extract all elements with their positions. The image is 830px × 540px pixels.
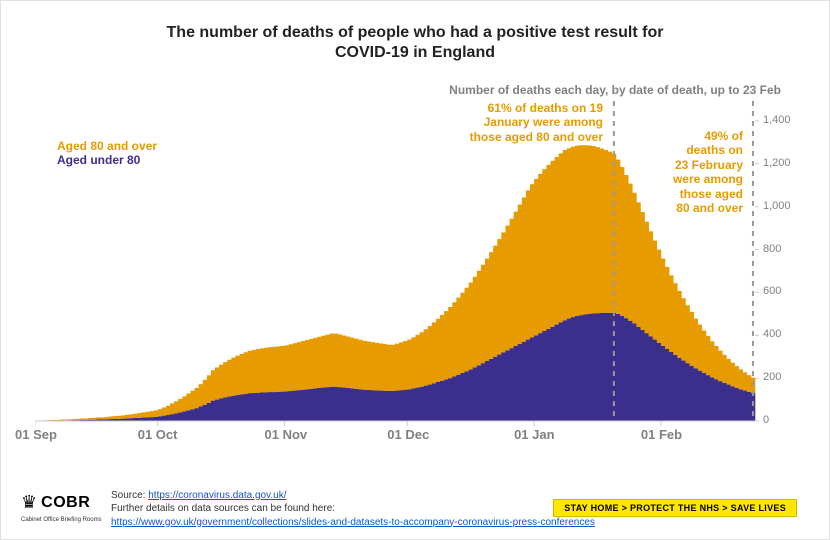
details-link[interactable]: https://www.gov.uk/government/collection… bbox=[111, 517, 595, 528]
cobr-logo: ♛ COBR bbox=[21, 492, 90, 513]
x-axis-labels: 01 Sep01 Oct01 Nov01 Dec01 Jan01 Feb bbox=[35, 427, 755, 447]
cobr-subtext: Cabinet Office Briefing Rooms bbox=[21, 517, 102, 523]
footer: Source: https://coronavirus.data.gov.uk/… bbox=[111, 489, 595, 530]
chart-plot-area bbox=[35, 101, 755, 421]
chart-title: The number of deaths of people who had a… bbox=[1, 23, 829, 63]
title-line-1: The number of deaths of people who had a… bbox=[167, 24, 664, 41]
source-link[interactable]: https://coronavirus.data.gov.uk/ bbox=[148, 490, 286, 501]
y-axis-labels: 02004006008001,0001,2001,400 bbox=[763, 101, 813, 421]
source-label: Source: bbox=[111, 490, 148, 501]
stay-home-banner: STAY HOME > PROTECT THE NHS > SAVE LIVES bbox=[553, 499, 797, 517]
crown-icon: ♛ bbox=[21, 492, 37, 513]
title-line-2: COVID-19 in England bbox=[335, 44, 495, 61]
chart-frame: The number of deaths of people who had a… bbox=[0, 0, 830, 540]
details-label: Further details on data sources can be f… bbox=[111, 503, 335, 514]
stacked-bar-chart bbox=[35, 101, 815, 451]
chart-subtitle: Number of deaths each day, by date of de… bbox=[449, 83, 781, 97]
cobr-text: COBR bbox=[41, 494, 90, 512]
